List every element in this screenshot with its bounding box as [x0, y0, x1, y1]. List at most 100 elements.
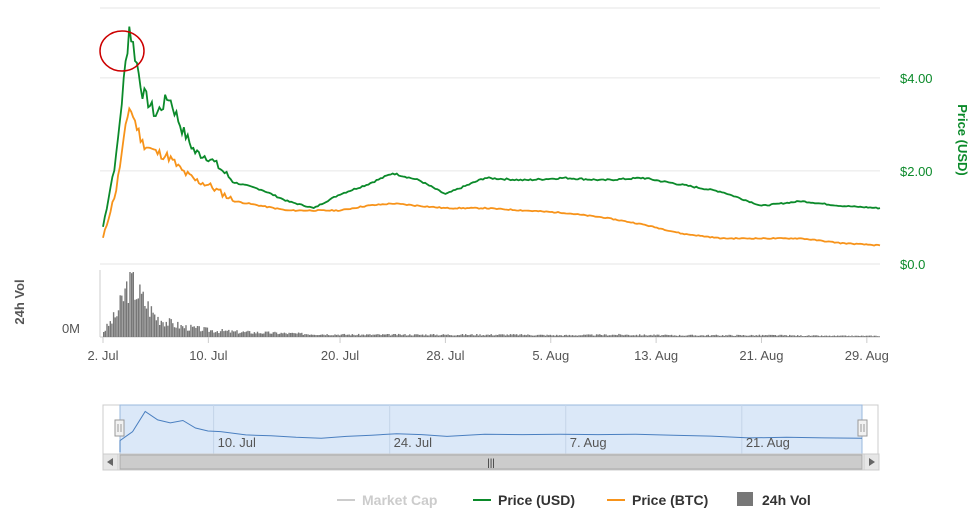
- volume-bar: [431, 334, 433, 337]
- volume-bar: [610, 335, 612, 337]
- navigator-right-handle[interactable]: [857, 419, 868, 437]
- volume-bar: [484, 335, 486, 337]
- legend-item-market-cap[interactable]: Market Cap: [337, 492, 437, 508]
- volume-bar: [460, 334, 462, 337]
- volume-bar: [412, 335, 414, 337]
- volume-bar: [134, 299, 136, 337]
- gridlines: [100, 7, 880, 265]
- volume-bar: [653, 334, 655, 337]
- volume-bar: [187, 330, 189, 337]
- volume-bar: [670, 334, 673, 337]
- volume-bar: [404, 334, 406, 337]
- volume-bar: [607, 335, 609, 337]
- volume-bar: [261, 333, 263, 337]
- volume-bar: [827, 335, 829, 337]
- volume-axis-title: 24h Vol: [12, 279, 27, 324]
- volume-bar: [321, 334, 323, 337]
- volume-bar: [457, 335, 459, 337]
- volume-bar: [358, 333, 360, 337]
- volume-bar: [840, 335, 842, 337]
- volume-bar: [578, 335, 580, 337]
- navigator[interactable]: 10. Jul 24. Jul 7. Aug 21. Aug: [102, 404, 879, 455]
- volume-bar: [455, 335, 457, 337]
- volume-bar: [514, 334, 516, 337]
- volume-bar: [707, 334, 709, 337]
- volume-bar: [498, 334, 500, 337]
- volume-bar: [244, 332, 246, 337]
- volume-bar: [391, 334, 393, 337]
- volume-bar: [640, 335, 642, 337]
- volume-bar: [528, 334, 531, 337]
- volume-bar: [260, 333, 262, 337]
- volume-bar: [378, 334, 381, 337]
- volume-bar: [463, 335, 465, 337]
- volume-bar: [686, 335, 689, 337]
- volume-bar: [348, 334, 350, 337]
- volume-bar: [613, 334, 615, 337]
- volume-bar: [851, 335, 853, 337]
- volume-bar: [634, 335, 636, 337]
- volume-bar: [332, 335, 335, 337]
- legend-item-price-usd[interactable]: Price (USD): [473, 492, 575, 508]
- volume-bar: [474, 335, 476, 337]
- volume-bar: [493, 335, 496, 337]
- volume-bar: [768, 334, 770, 337]
- scrollbar-thumb[interactable]: [119, 454, 863, 470]
- volume-bar: [516, 334, 518, 337]
- volume-bar: [211, 330, 213, 337]
- volume-bar: [312, 334, 314, 337]
- volume-bar: [817, 335, 820, 337]
- peak-annotation-circle: [99, 30, 145, 72]
- volume-bar: [132, 272, 134, 337]
- volume-bar: [656, 334, 658, 337]
- volume-bar: [702, 335, 705, 337]
- volume-bar: [389, 335, 392, 337]
- volume-bar: [337, 334, 339, 337]
- volume-bar: [426, 335, 429, 337]
- volume-bar: [698, 335, 700, 337]
- volume-bar: [280, 332, 282, 337]
- volume-bar: [642, 335, 644, 337]
- volume-bar: [777, 335, 780, 337]
- volume-bar: [309, 334, 311, 337]
- volume-bar: [747, 335, 749, 337]
- volume-bar: [792, 335, 794, 337]
- scrollbar[interactable]: |||: [102, 453, 880, 471]
- volume-bar: [449, 335, 451, 337]
- volume-bar: [364, 335, 366, 337]
- volume-bar: [144, 306, 146, 337]
- volume-bar: [789, 334, 791, 337]
- volume-bar: [774, 335, 776, 337]
- navigator-left-handle[interactable]: [114, 419, 125, 437]
- volume-bar: [841, 335, 844, 337]
- volume-bar: [533, 335, 535, 337]
- price-tick-0: $0.0: [900, 257, 925, 272]
- volume-bar: [872, 336, 874, 337]
- volume-bar: [876, 336, 879, 337]
- volume-bar: [239, 332, 241, 337]
- navigator-labels: 10. Jul 24. Jul 7. Aug 21. Aug: [218, 435, 790, 450]
- legend-item-24h-vol[interactable]: 24h Vol: [737, 492, 811, 508]
- legend-item-price-btc[interactable]: Price (BTC): [607, 492, 708, 508]
- legend-label-24h-vol: 24h Vol: [762, 492, 811, 508]
- volume-bar: [383, 334, 385, 337]
- volume-bar: [282, 333, 284, 337]
- volume-bar: [560, 335, 563, 337]
- volume-bar: [722, 335, 724, 337]
- volume-bar: [343, 333, 346, 337]
- price-axis-title: Price (USD): [955, 104, 970, 176]
- navigator-grid: [213, 405, 743, 454]
- volume-bar: [583, 334, 585, 337]
- volume-bar: [576, 335, 579, 337]
- volume-bar: [836, 335, 839, 337]
- volume-bar: [749, 335, 751, 337]
- volume-bar: [445, 334, 448, 337]
- volume-bar: [694, 335, 697, 337]
- volume-bar: [635, 334, 638, 337]
- volume-bar: [517, 335, 519, 337]
- volume-bar: [720, 335, 722, 337]
- volume-bar: [496, 335, 499, 337]
- volume-bar: [407, 335, 409, 337]
- volume-bar: [731, 335, 733, 337]
- volume-bar: [875, 335, 877, 337]
